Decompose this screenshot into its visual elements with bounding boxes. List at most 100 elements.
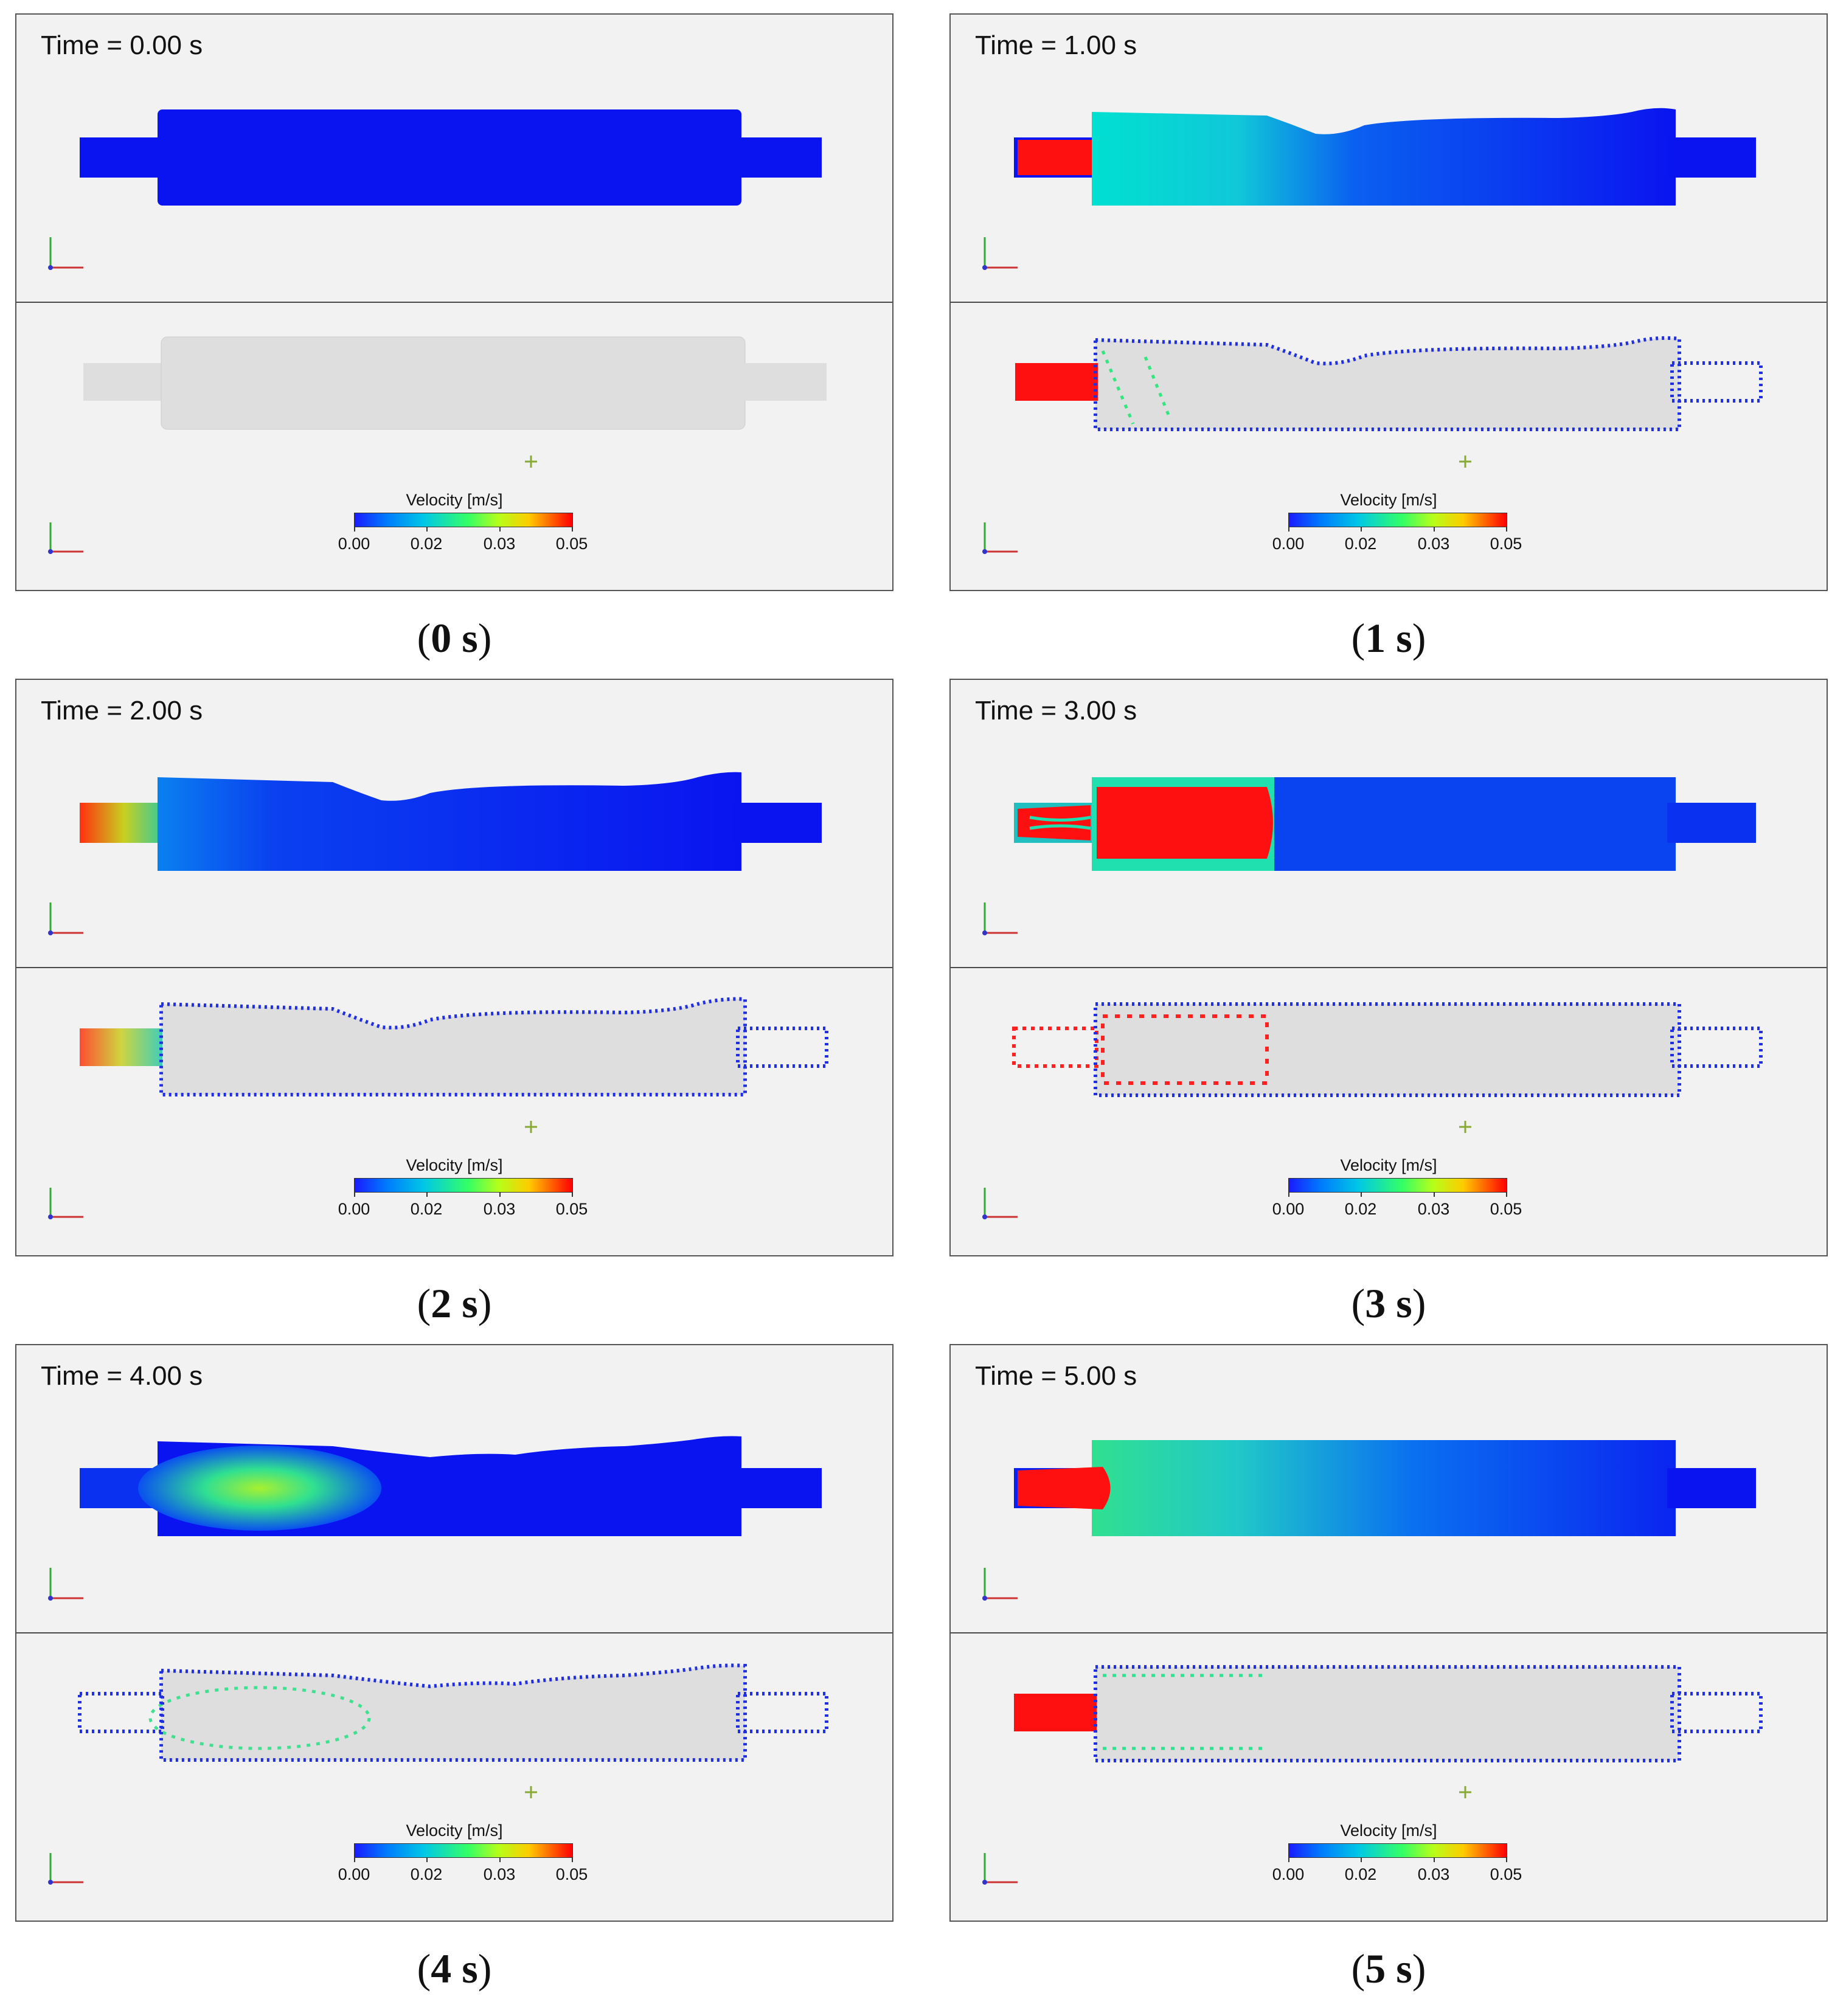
axis-triad-icon bbox=[48, 522, 83, 554]
panel-caption: (0 s) bbox=[417, 615, 492, 661]
colorbar-gradient bbox=[354, 513, 573, 527]
view-divider bbox=[951, 302, 1827, 303]
velocity-vector-plot bbox=[982, 1665, 1763, 1885]
velocity-vector-view: Velocity [m/s] 0.00 0.02 0.03 0.05 bbox=[951, 302, 1827, 590]
colorbar-title: Velocity [m/s] bbox=[406, 1156, 503, 1174]
colorbar-gradient bbox=[1288, 1178, 1507, 1193]
view-divider bbox=[951, 967, 1827, 968]
simulation-panel-1s: Time = 1.00 s Velocity [m/s] bbox=[949, 13, 1828, 591]
crosshair-icon bbox=[1459, 456, 1471, 468]
crosshair-icon bbox=[525, 456, 537, 468]
axis-triad-icon bbox=[48, 1853, 83, 1885]
velocity-colorbar: Velocity [m/s] 0.00 0.02 0.03 0.05 bbox=[1261, 1821, 1522, 1894]
caption-text: 0 s bbox=[431, 615, 478, 661]
time-label: Time = 2.00 s bbox=[41, 696, 203, 726]
velocity-vector-plot bbox=[48, 997, 828, 1219]
axis-triad-icon bbox=[982, 902, 1018, 935]
velocity-colorbar: Velocity [m/s] 0.00 0.02 0.03 0.05 bbox=[327, 1821, 588, 1894]
velocity-contour-plot bbox=[48, 109, 822, 270]
velocity-contour-view: Time = 5.00 s bbox=[951, 1345, 1827, 1632]
velocity-contour-plot bbox=[982, 777, 1756, 935]
panel-caption: (4 s) bbox=[417, 1945, 492, 1992]
colorbar-tick-label: 0.00 bbox=[1272, 1200, 1305, 1218]
colorbar-tick-label: 0.00 bbox=[338, 1865, 370, 1883]
colorbar-ticks bbox=[1288, 527, 1507, 532]
axis-triad-icon bbox=[48, 1188, 83, 1219]
colorbar-gradient bbox=[1288, 513, 1507, 527]
colorbar-ticks bbox=[354, 1858, 573, 1863]
panel-caption: (3 s) bbox=[1351, 1280, 1426, 1326]
velocity-colorbar: Velocity [m/s] 0.00 0.02 0.03 0.05 bbox=[1261, 491, 1522, 564]
colorbar-title: Velocity [m/s] bbox=[1340, 1821, 1437, 1840]
colorbar-ticks bbox=[354, 1193, 573, 1197]
panel-caption: (5 s) bbox=[1351, 1945, 1426, 1992]
axis-triad-icon bbox=[982, 1853, 1018, 1885]
velocity-colorbar: Velocity [m/s] 0.00 0.02 0.03 0.05 bbox=[1261, 1156, 1522, 1229]
velocity-contour-plot bbox=[982, 108, 1756, 270]
time-label: Time = 0.00 s bbox=[41, 30, 203, 60]
colorbar-tick-label: 0.02 bbox=[410, 535, 443, 553]
velocity-contour-view: Time = 0.00 s bbox=[16, 15, 892, 302]
colorbar-title: Velocity [m/s] bbox=[406, 1821, 503, 1840]
velocity-vector-view: Velocity [m/s] 0.00 0.02 0.03 0.05 bbox=[16, 302, 892, 590]
colorbar-tick-label: 0.05 bbox=[1490, 1200, 1522, 1218]
colorbar-tick-label: 0.05 bbox=[1490, 535, 1522, 553]
colorbar-tick-label: 0.03 bbox=[1417, 1200, 1450, 1218]
velocity-colorbar: Velocity [m/s] 0.00 0.02 0.03 0.05 bbox=[327, 491, 588, 564]
velocity-vector-plot bbox=[48, 336, 827, 554]
axis-triad-icon bbox=[982, 1568, 1018, 1601]
velocity-contour-view: Time = 3.00 s bbox=[951, 680, 1827, 967]
colorbar-ticks bbox=[354, 527, 573, 532]
caption-text: 3 s bbox=[1365, 1280, 1412, 1326]
velocity-contour-view: Time = 1.00 s bbox=[951, 15, 1827, 302]
panel-caption: (2 s) bbox=[417, 1280, 492, 1326]
colorbar-title: Velocity [m/s] bbox=[406, 491, 503, 509]
colorbar-tick-label: 0.02 bbox=[1344, 1865, 1377, 1883]
panel-caption: (1 s) bbox=[1351, 615, 1426, 661]
velocity-vector-view: Velocity [m/s] 0.00 0.02 0.03 0.05 bbox=[951, 1633, 1827, 1921]
colorbar-tick-label: 0.02 bbox=[410, 1200, 443, 1218]
colorbar-tick-label: 0.05 bbox=[555, 535, 588, 553]
crosshair-icon bbox=[1459, 1121, 1471, 1133]
crosshair-icon bbox=[525, 1121, 537, 1133]
velocity-vector-view: Velocity [m/s] 0.00 0.02 0.03 0.05 bbox=[16, 968, 892, 1255]
velocity-contour-view: Time = 2.00 s bbox=[16, 680, 892, 967]
colorbar-tick-label: 0.02 bbox=[1344, 1200, 1377, 1218]
velocity-contour-view: Time = 4.00 s bbox=[16, 1345, 892, 1632]
colorbar-tick-label: 0.05 bbox=[1490, 1865, 1522, 1883]
axis-triad-icon bbox=[982, 1188, 1018, 1219]
axis-triad-icon bbox=[982, 522, 1018, 554]
velocity-vector-view: Velocity [m/s] 0.00 0.02 0.03 0.05 bbox=[951, 968, 1827, 1255]
colorbar-title: Velocity [m/s] bbox=[1340, 491, 1437, 509]
colorbar-gradient bbox=[1288, 1843, 1507, 1858]
view-divider bbox=[16, 967, 892, 968]
colorbar-title: Velocity [m/s] bbox=[1340, 1156, 1437, 1174]
crosshair-icon bbox=[1459, 1786, 1471, 1798]
caption-text: 4 s bbox=[431, 1945, 478, 1992]
view-divider bbox=[16, 1632, 892, 1633]
velocity-contour-plot bbox=[48, 1436, 822, 1601]
colorbar-tick-label: 0.02 bbox=[410, 1865, 443, 1883]
velocity-contour-plot bbox=[982, 1440, 1756, 1601]
colorbar-tick-label: 0.00 bbox=[1272, 1865, 1305, 1883]
simulation-panel-2s: Time = 2.00 s Velo bbox=[15, 679, 894, 1256]
colorbar-tick-label: 0.03 bbox=[483, 1200, 516, 1218]
velocity-vector-plot bbox=[982, 336, 1763, 554]
velocity-contour-plot bbox=[48, 772, 822, 935]
axis-triad-icon bbox=[982, 237, 1018, 270]
colorbar-ticks bbox=[1288, 1858, 1507, 1863]
colorbar-tick-label: 0.00 bbox=[338, 535, 370, 553]
colorbar-tick-label: 0.03 bbox=[1417, 535, 1450, 553]
time-label: Time = 4.00 s bbox=[41, 1361, 203, 1391]
time-label: Time = 3.00 s bbox=[975, 696, 1137, 726]
velocity-vector-view: Velocity [m/s] 0.00 0.02 0.03 0.05 bbox=[16, 1633, 892, 1921]
caption-text: 1 s bbox=[1365, 615, 1412, 661]
velocity-vector-plot bbox=[48, 1663, 828, 1885]
axis-triad-icon bbox=[48, 237, 83, 270]
caption-text: 5 s bbox=[1365, 1945, 1412, 1992]
simulation-panel-3s: Time = 3.00 s Velocity [m/s] 0.00 bbox=[949, 679, 1828, 1256]
axis-triad-icon bbox=[48, 902, 83, 935]
colorbar-gradient bbox=[354, 1178, 573, 1193]
velocity-colorbar: Velocity [m/s] 0.00 0.02 0.03 0.05 bbox=[327, 1156, 588, 1229]
colorbar-tick-label: 0.03 bbox=[1417, 1865, 1450, 1883]
